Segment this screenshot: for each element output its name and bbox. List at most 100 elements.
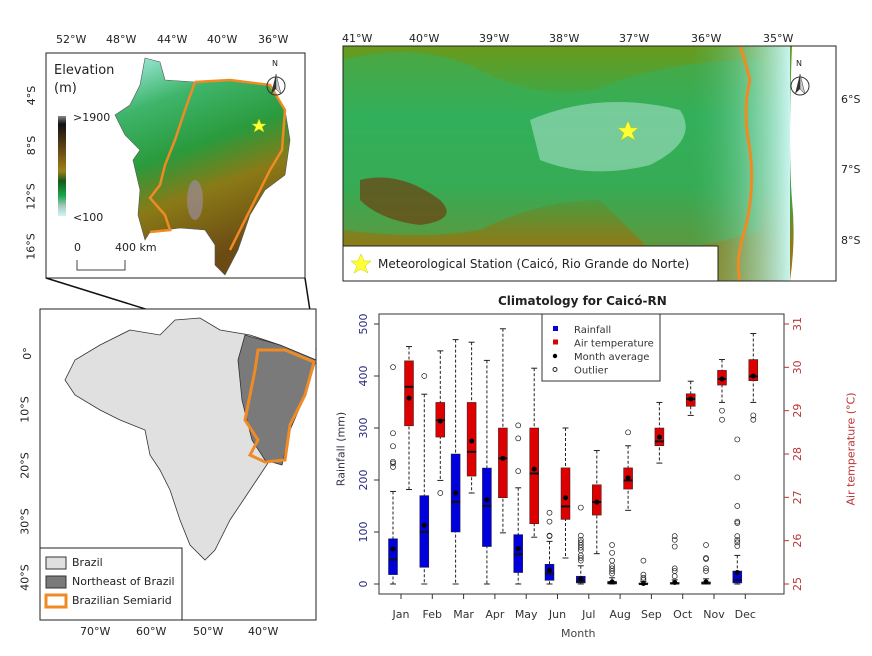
y2-tick-label: 31 [791, 317, 804, 331]
valley-lowland [530, 102, 686, 172]
lon-label: 35°W [763, 32, 794, 45]
outlier-point [546, 533, 553, 540]
legend-swatch [553, 326, 558, 331]
x-tick-label: Aug [609, 608, 630, 621]
outlier-point [577, 544, 584, 551]
mean-point [406, 395, 412, 401]
lon-label: 70°W [80, 625, 111, 638]
station-legend-label: Meteorological Station (Caicó, Rio Grand… [378, 257, 690, 271]
outlier-point [671, 536, 678, 543]
mean-point [719, 376, 725, 382]
outlier-point [734, 436, 741, 443]
box [748, 359, 759, 382]
zoom-map-caico [342, 45, 837, 282]
mean-point [563, 495, 568, 501]
brazil-map [39, 308, 317, 621]
station-star-icon [617, 120, 639, 141]
y2-tick-label: 25 [791, 577, 804, 591]
lon-label: 52°W [56, 33, 87, 46]
y2-tick-label: 27 [791, 490, 804, 504]
y2-tick-label: 30 [791, 360, 804, 374]
legend-label: Air temperature [574, 339, 654, 350]
x-tick-label: Jun [548, 608, 566, 621]
x-tick-label: Oct [673, 608, 693, 621]
x-tick-label: Nov [703, 608, 725, 621]
mean-point [672, 579, 678, 585]
station-star-icon [251, 118, 267, 133]
lon-label: 39°W [479, 32, 510, 45]
legend-label: Outlier [574, 366, 609, 377]
outlier-point [609, 568, 615, 574]
outlier-point [390, 464, 396, 470]
mean-point [656, 434, 662, 440]
outlier-point [719, 416, 725, 423]
y2-tick-label: 29 [791, 404, 804, 418]
mean-point [437, 418, 443, 424]
outlier-point [734, 503, 741, 509]
outlier-point [390, 364, 396, 371]
outlier-point [734, 520, 741, 527]
mean-point [625, 475, 631, 481]
x-tick-label: May [515, 608, 538, 621]
outlier-point [577, 532, 584, 539]
station-legend-star-icon [350, 253, 372, 274]
x-tick-label: Apr [485, 608, 505, 621]
box [482, 467, 492, 547]
ocean [790, 46, 836, 281]
outlier-point [390, 443, 396, 450]
chart-title: Climatology for Caicó-RN [498, 294, 667, 308]
scale-km-label: 400 km [115, 241, 157, 254]
outlier-point [671, 533, 678, 540]
outlier-point [640, 557, 647, 564]
lon-label: 44°W [157, 33, 188, 46]
mean-point [750, 373, 756, 379]
box [388, 538, 398, 575]
outlier-point [703, 565, 709, 572]
scale-bar [76, 260, 126, 271]
legend-label: Rainfall [574, 325, 611, 336]
lon-label: 50°W [193, 625, 224, 638]
box [529, 427, 539, 525]
y-tick-label: 300 [357, 418, 370, 439]
outlier-point [390, 460, 396, 467]
x-tick-label: Mar [453, 608, 474, 621]
north-arrow-icon [790, 73, 810, 96]
legend-swatch [553, 339, 558, 345]
outlier-point [515, 422, 522, 429]
mean-point [453, 490, 459, 496]
semiarid-boundary-inset [148, 81, 197, 234]
lon-label: 36°W [691, 32, 722, 45]
outlier-point [546, 509, 553, 516]
lat-label: 7°S [841, 163, 861, 176]
mean-point [390, 546, 396, 552]
mean-point [469, 438, 475, 444]
lon-label: 40°W [207, 33, 238, 46]
lon-label: 36°W [258, 33, 289, 46]
highland-area [187, 180, 203, 220]
lon-label: 37°W [619, 32, 650, 45]
outlier-point [640, 576, 647, 583]
mean-point [484, 497, 490, 503]
y-tick-label: 400 [357, 366, 370, 387]
mean-point [703, 579, 709, 585]
y2-tick-label: 28 [791, 447, 804, 461]
outlier-point [734, 543, 741, 549]
outlier-point [609, 570, 615, 577]
outlier-point [640, 574, 647, 581]
outlier-point [577, 555, 584, 561]
inset-map-northeast [45, 52, 306, 279]
elevation-title: Elevation [54, 63, 115, 78]
x-tick-label: Jul [581, 608, 595, 621]
y-tick-label: 100 [357, 522, 370, 543]
y-tick-label: 200 [357, 470, 370, 491]
legend-swatch [552, 367, 558, 372]
outlier-point [609, 542, 615, 548]
lon-label: 40°W [409, 32, 440, 45]
semiarid-boundary-inset-east [194, 78, 287, 251]
y-tick-label: 500 [357, 314, 370, 335]
lat-label: 6°S [841, 93, 861, 106]
mean-point [688, 396, 694, 402]
